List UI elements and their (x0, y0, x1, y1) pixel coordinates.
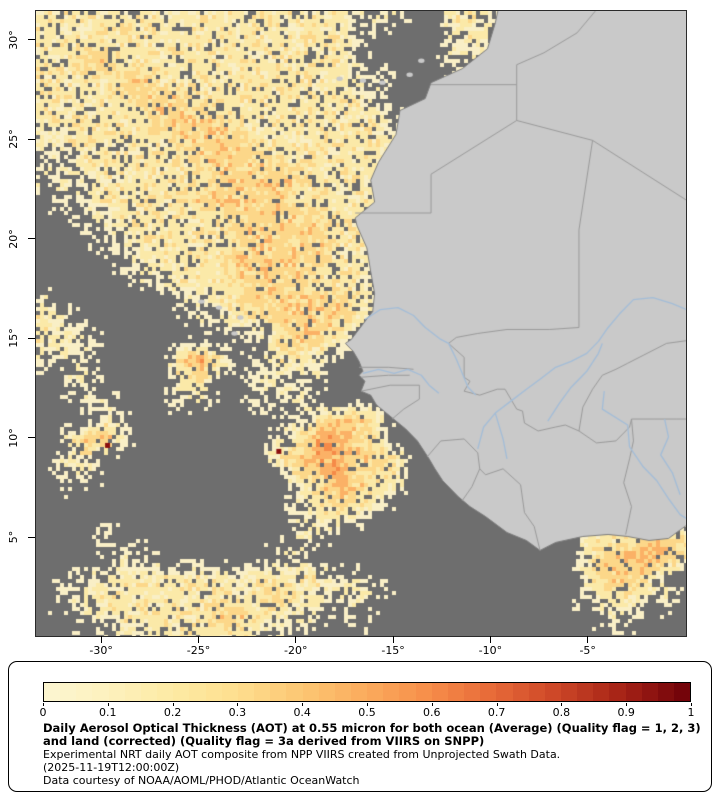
colorbar-step (447, 683, 465, 701)
legend-title: Daily Aerosol Optical Thickness (AOT) at… (43, 721, 701, 748)
colorbar-tick-label: 0.9 (617, 706, 635, 719)
colorbar-tick (691, 703, 692, 706)
colorbar-tick-label: 0 (39, 706, 47, 719)
lat-tick (28, 138, 35, 140)
lat-tick-label: 20° (7, 229, 20, 249)
colorbar-step (577, 683, 594, 701)
colorbar-step (496, 683, 513, 701)
colorbar-step (140, 683, 158, 701)
colorbar-step (625, 683, 642, 701)
colorbar-step (464, 683, 481, 701)
colorbar-tick-label: 0.5 (358, 706, 376, 719)
aot-map-canvas (35, 10, 687, 637)
colorbar-step (561, 683, 578, 701)
lat-tick (28, 437, 35, 439)
colorbar-tick-label: 0.6 (423, 706, 441, 719)
lon-tick-label: -20° (284, 644, 308, 657)
lon-tick (295, 636, 297, 643)
colorbar-step (367, 683, 384, 701)
colorbar-step (350, 683, 368, 701)
lat-tick-label: 10° (7, 428, 20, 448)
colorbar-tick (561, 703, 563, 706)
lon-tick (489, 636, 491, 643)
colorbar-step (173, 683, 190, 701)
colorbar-step (674, 683, 690, 701)
colorbar-step (302, 683, 319, 701)
colorbar-step (254, 683, 271, 701)
colorbar-step (237, 683, 255, 701)
colorbar-step (189, 683, 206, 701)
colorbar-tick (172, 703, 174, 706)
colorbar-step (528, 683, 545, 701)
colorbar (43, 682, 691, 702)
colorbar-tick-label: 0.7 (487, 706, 506, 719)
colorbar-step (108, 683, 125, 701)
lon-tick-label: -5° (579, 644, 596, 657)
lat-tick-label: 25° (7, 129, 20, 150)
colorbar-step (480, 683, 497, 701)
colorbar-step (92, 683, 109, 701)
colorbar-tick-label: 0.4 (293, 706, 311, 719)
colorbar-step (157, 683, 174, 701)
lon-tick (197, 636, 199, 643)
colorbar-step (221, 683, 238, 701)
colorbar-step (399, 683, 416, 701)
colorbar-tick-label: 0.3 (228, 706, 247, 719)
colorbar-step (286, 683, 303, 701)
colorbar-tick-label: 0.1 (99, 706, 117, 719)
colorbar-step (657, 683, 675, 701)
lat-tick (28, 337, 35, 339)
colorbar-tick (431, 703, 433, 706)
colorbar-tick (43, 703, 44, 706)
lon-tick (587, 636, 589, 643)
legend-description: Experimental NRT daily AOT composite fro… (43, 748, 561, 761)
colorbar-step (383, 683, 400, 701)
colorbar-step (124, 683, 141, 701)
colorbar-step (641, 683, 658, 701)
colorbar-tick (626, 703, 628, 706)
lon-tick-label: -15° (381, 644, 405, 657)
colorbar-tick (302, 703, 304, 706)
lat-tick (28, 536, 35, 538)
colorbar-step (318, 683, 335, 701)
lat-tick (28, 39, 35, 41)
colorbar-step (593, 683, 610, 701)
colorbar-step (512, 683, 529, 701)
lat-tick-label: 30° (7, 30, 20, 50)
colorbar-step (431, 683, 448, 701)
lon-tick-label: -25° (186, 644, 211, 657)
colorbar-step (44, 683, 61, 701)
colorbar-step (76, 683, 93, 701)
colorbar-tick (107, 703, 109, 706)
lon-tick-label: -10° (478, 644, 503, 657)
lon-tick (392, 636, 394, 643)
colorbar-step (60, 683, 77, 701)
colorbar-tick-label: 1 (687, 706, 695, 719)
colorbar-step (609, 683, 626, 701)
colorbar-step (334, 683, 351, 701)
lat-tick-label: 15° (7, 328, 20, 349)
lat-tick-label: 5° (7, 531, 20, 544)
colorbar-step (270, 683, 287, 701)
lat-tick (28, 238, 35, 240)
colorbar-step (415, 683, 432, 701)
colorbar-tick (496, 703, 498, 706)
colorbar-tick-label: 0.2 (163, 706, 182, 719)
colorbar-step (544, 683, 561, 701)
legend-credit: Data courtesy of NOAA/AOML/PHOD/Atlantic… (43, 774, 360, 787)
colorbar-tick (237, 703, 239, 706)
lon-tick-label: -30° (89, 644, 113, 657)
colorbar-tick-label: 0.8 (552, 706, 571, 719)
colorbar-tick (367, 703, 368, 706)
legend-box: 0 0.1 0.2 0.3 0.4 0.5 0.6 0.7 0.8 0.9 1 Daily Aero… (8, 661, 712, 792)
colorbar-step (205, 683, 222, 701)
legend-timestamp: (2025-11-19T12:00:00Z) (43, 761, 180, 774)
lon-tick (100, 636, 102, 643)
